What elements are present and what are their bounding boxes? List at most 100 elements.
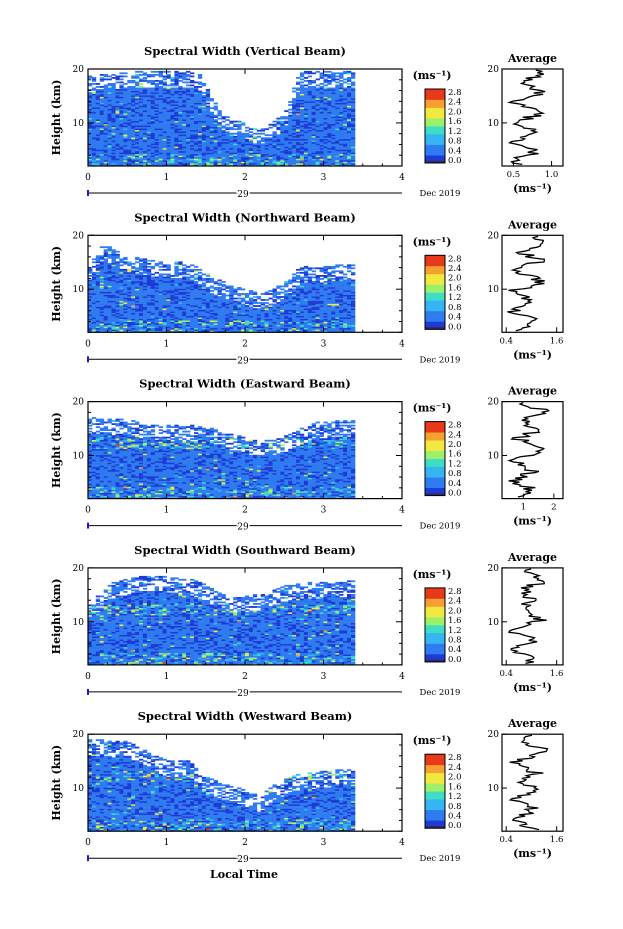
heatmap-cell	[103, 271, 108, 274]
heatmap-cell	[323, 93, 328, 96]
heatmap-cell	[88, 318, 93, 321]
heatmap-cell	[99, 309, 105, 312]
heatmap-cell	[115, 98, 120, 100]
heatmap-cell	[150, 160, 156, 162]
heatmap-cell	[292, 98, 297, 100]
heatmap-cell	[115, 122, 120, 124]
heatmap-cell	[95, 144, 101, 147]
heatmap-cell	[178, 101, 183, 103]
heatmap-cell	[166, 122, 171, 124]
heatmap-cell	[135, 282, 140, 285]
heatmap-cell	[339, 144, 344, 147]
heatmap-cell	[115, 327, 120, 330]
heatmap-cell	[88, 294, 93, 297]
heatmap-cell	[323, 114, 328, 117]
heatmap-cell	[347, 90, 352, 93]
heatmap-cell	[241, 329, 246, 332]
heatmap-cell	[170, 144, 175, 147]
heatmap-cell	[150, 105, 156, 108]
heatmap-cell	[174, 291, 179, 294]
heatmap-cell	[237, 123, 242, 126]
heatmap-cell	[233, 302, 238, 304]
heatmap-cell	[217, 158, 222, 161]
heatmap-cell	[158, 294, 163, 297]
heatmap-cell	[296, 140, 301, 143]
heatmap-cell	[123, 302, 128, 304]
heatmap-cell	[131, 150, 136, 153]
heatmap-cell	[158, 293, 163, 295]
heatmap-cell	[111, 299, 116, 301]
heatmap-cell	[319, 113, 324, 115]
heatmap-cell	[343, 89, 348, 91]
heatmap-cell	[115, 279, 120, 282]
heatmap-cell	[335, 117, 340, 120]
heatmap-cell	[347, 141, 352, 144]
heatmap-cell	[213, 126, 218, 129]
heatmap-cell	[229, 296, 234, 298]
heatmap-cell	[327, 119, 332, 121]
heatmap-cell	[135, 146, 140, 149]
heatmap-cell	[150, 128, 156, 131]
heatmap-cell	[280, 120, 285, 123]
heatmap-cell	[127, 309, 132, 312]
heatmap-cell	[339, 156, 344, 159]
heatmap-cell	[190, 140, 195, 143]
heatmap-cell	[166, 312, 171, 315]
heatmap-cell	[347, 150, 352, 153]
heatmap-cell	[296, 152, 301, 155]
heatmap-cell	[162, 84, 167, 87]
heatmap-cell	[107, 285, 112, 288]
heatmap-cell	[335, 92, 340, 94]
heatmap-cell	[119, 330, 124, 333]
heatmap-cell	[327, 125, 332, 128]
heatmap-cell	[221, 300, 226, 303]
heatmap-cell	[225, 299, 230, 301]
heatmap-cell	[99, 273, 105, 276]
heatmap-cell	[221, 281, 226, 283]
heatmap-cell	[88, 126, 93, 129]
heatmap-cell	[276, 135, 281, 138]
heatmap-cell	[91, 320, 97, 322]
heatmap-cell	[225, 290, 230, 292]
heatmap-cell	[146, 259, 152, 262]
heatmap-cell	[123, 297, 128, 300]
heatmap-cell	[150, 153, 156, 156]
heatmap-cell	[154, 329, 159, 332]
heatmap-cell	[343, 95, 348, 97]
heatmap-cell	[201, 135, 207, 138]
heatmap-cell	[237, 288, 242, 291]
heatmap-cell	[201, 113, 207, 115]
heatmap-cell	[217, 327, 222, 330]
heatmap-cell	[233, 288, 238, 291]
heatmap-cell	[209, 138, 214, 141]
heatmap-cell	[205, 149, 211, 152]
heatmap-cell	[119, 273, 124, 276]
heatmap-cell	[331, 160, 336, 162]
heatmap-cell	[201, 111, 207, 114]
heatmap-cell	[107, 129, 112, 132]
heatmap-cell	[123, 290, 128, 292]
heatmap-cell	[150, 143, 156, 146]
heatmap-cell	[260, 152, 265, 155]
heatmap-cell	[213, 306, 218, 309]
heatmap-cell	[150, 93, 156, 96]
heatmap-cell	[288, 147, 293, 150]
heatmap-cell	[135, 89, 140, 91]
heatmap-cell	[229, 163, 234, 165]
heatmap-cell	[158, 138, 163, 141]
heatmap-cell	[111, 101, 116, 103]
heatmap-cell	[299, 137, 305, 140]
heatmap-cell	[194, 276, 199, 279]
heatmap-cell	[288, 111, 293, 114]
heatmap-cell	[162, 318, 167, 321]
heatmap-cell	[190, 146, 195, 149]
heatmap-cell	[303, 144, 309, 147]
heatmap-cell	[154, 80, 159, 82]
heatmap-cell	[91, 128, 97, 131]
heatmap-cell	[91, 141, 97, 144]
heatmap-cell	[347, 156, 352, 159]
heatmap-cell	[335, 163, 340, 165]
heatmap-cell	[221, 129, 226, 132]
heatmap-cell	[139, 74, 144, 76]
heatmap-cell	[245, 314, 250, 316]
